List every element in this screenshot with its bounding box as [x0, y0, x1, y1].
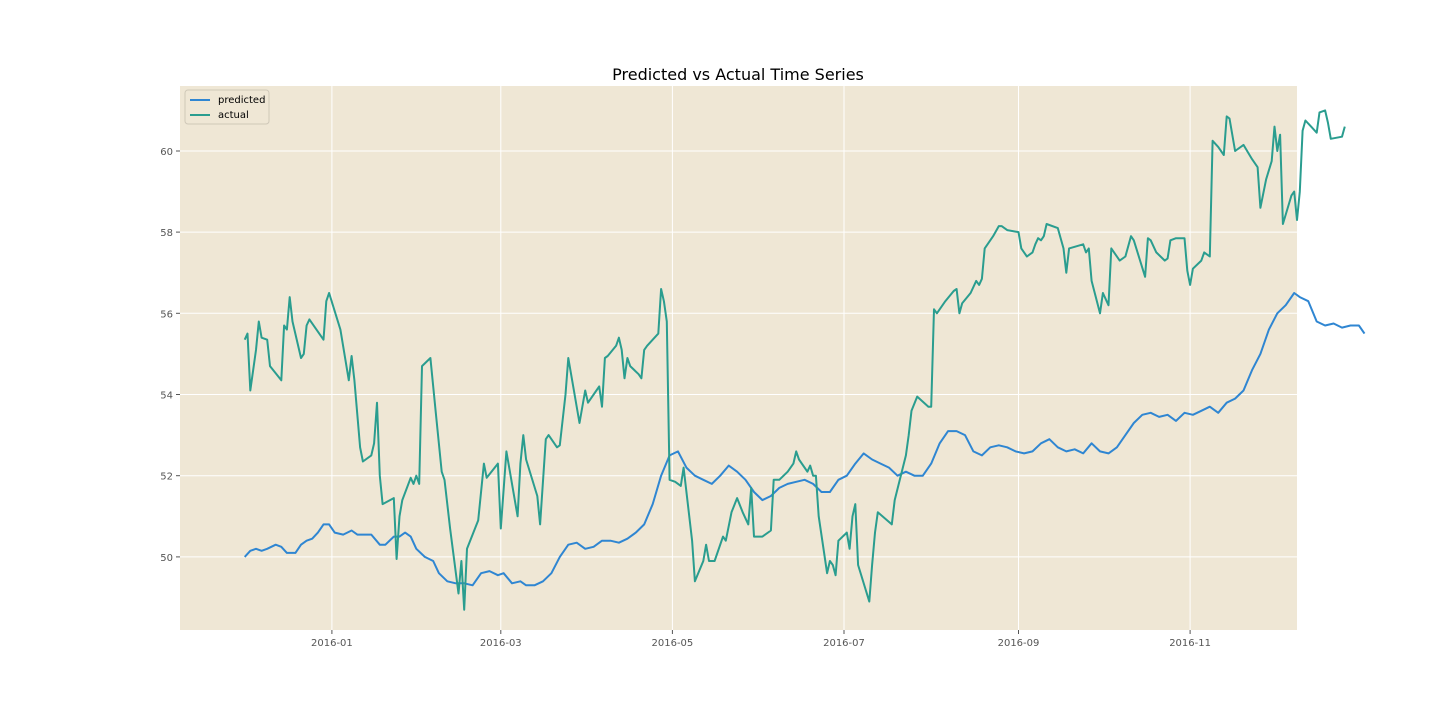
gridlines	[180, 86, 1297, 630]
y-axis-ticks: 50 52 54 56 58 60	[160, 147, 180, 564]
x-axis-ticks: 2016-01 2016-03 2016-05 2016-07 2016-09 2016-…	[311, 630, 1211, 649]
legend-label-predicted: predicted	[218, 95, 265, 106]
series-line-actual	[243, 109, 1346, 611]
y-tick-label: 54	[160, 391, 173, 402]
x-tick-label: 2016-11	[1169, 638, 1211, 649]
x-tick-label: 2016-07	[823, 638, 865, 649]
plot-area	[180, 86, 1297, 630]
x-tick-label: 2016-09	[998, 638, 1040, 649]
y-tick-label: 60	[160, 147, 173, 158]
legend-label-actual: actual	[218, 110, 249, 121]
legend: predicted actual	[184, 89, 270, 125]
series-line-predicted	[243, 292, 1366, 587]
y-tick-label: 50	[160, 553, 173, 564]
y-tick-label: 52	[160, 472, 173, 483]
y-tick-label: 58	[160, 228, 173, 239]
x-tick-label: 2016-05	[652, 638, 694, 649]
x-tick-label: 2016-01	[311, 638, 353, 649]
chart-title: Predicted vs Actual Time Series	[612, 65, 864, 84]
y-tick-label: 56	[160, 309, 173, 320]
x-tick-label: 2016-03	[480, 638, 522, 649]
series-lines	[243, 109, 1366, 611]
